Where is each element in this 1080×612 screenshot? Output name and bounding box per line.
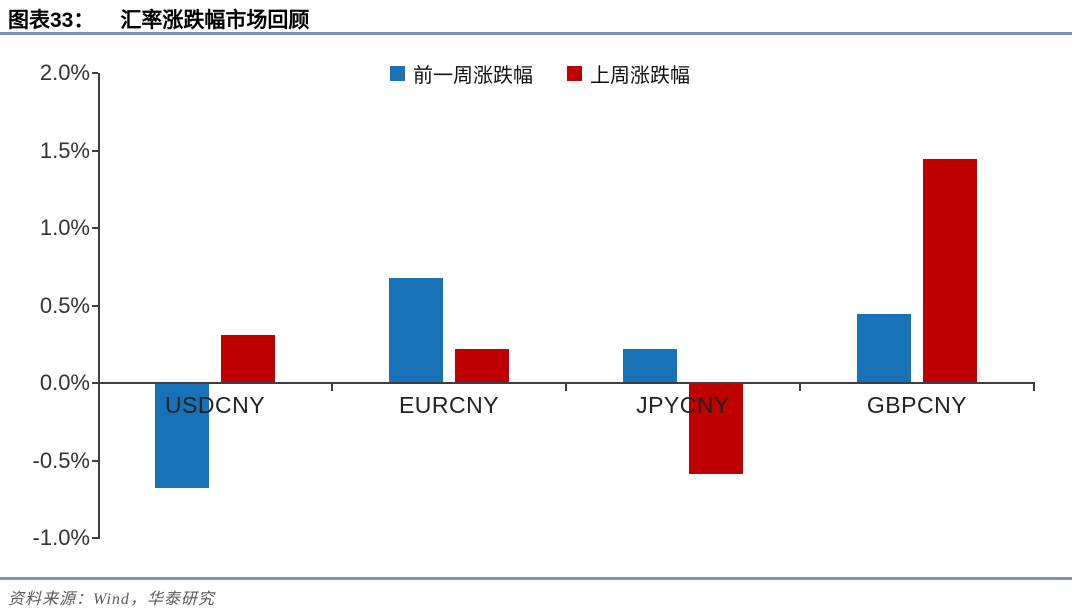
legend-label: 上周涨跌幅 — [590, 65, 690, 87]
bar-eurcny-prev_week — [389, 278, 443, 382]
category-label-jpycny: JPYCNY — [636, 392, 730, 418]
y-axis-tick-mark — [92, 382, 98, 384]
chart-title: 汇率涨跌幅市场回顾 — [120, 9, 310, 32]
y-axis-tick-label: -0.5% — [32, 447, 90, 473]
bar-jpycny-prev_week — [623, 349, 677, 382]
category-label-usdcny: USDCNY — [164, 392, 266, 418]
y-axis-tick-label: 0.0% — [39, 370, 90, 395]
y-axis-tick-label: 1.5% — [39, 137, 90, 163]
category-label-eurcny: EURCNY — [398, 392, 500, 418]
y-axis-line — [98, 73, 100, 539]
y-axis-tick-mark — [92, 459, 98, 462]
figure-label: 图表33： — [8, 9, 95, 32]
chart-legend: 前一周涨跌幅 上周涨跌幅 — [0, 59, 1080, 88]
y-axis-tick-label: -1.0% — [32, 525, 90, 550]
x-axis-zero-line — [98, 382, 1035, 384]
legend-swatch-icon — [390, 66, 405, 81]
bar-gbpcny-last_week — [923, 159, 977, 382]
bar-jpycny-last_week — [689, 384, 743, 474]
legend-item-prev_week: 前一周涨跌幅 — [390, 59, 533, 88]
bar-gbpcny-prev_week — [857, 314, 911, 382]
x-axis-tick-mark — [565, 384, 567, 391]
y-axis-tick-mark — [92, 304, 98, 307]
bar-usdcny-prev_week — [155, 384, 209, 488]
y-axis-tick-mark — [92, 227, 98, 229]
bar-usdcny-last_week — [221, 335, 275, 382]
y-axis-tick-label: 2.0% — [39, 60, 90, 85]
footer-divider-line — [0, 577, 1072, 580]
header-divider-line — [0, 32, 1072, 35]
bar-eurcny-last_week — [455, 349, 509, 382]
y-axis-tick-mark — [92, 72, 98, 74]
legend-item-last_week: 上周涨跌幅 — [567, 59, 690, 88]
y-axis-tick-mark — [92, 149, 98, 152]
y-axis-tick-mark — [92, 537, 98, 539]
legend-swatch-icon — [567, 66, 582, 81]
x-axis-tick-mark — [331, 384, 333, 391]
category-label-gbpcny: GBPCNY — [866, 392, 968, 418]
legend-label: 前一周涨跌幅 — [413, 65, 533, 87]
y-axis-tick-label: 1.0% — [39, 215, 90, 240]
chart-header: 图表33： 汇率涨跌幅市场回顾 — [8, 4, 309, 34]
x-axis-tick-mark — [1033, 384, 1035, 391]
data-source-note: 资料来源：Wind，华泰研究 — [8, 591, 215, 608]
y-axis-tick-label: 0.5% — [39, 292, 90, 318]
x-axis-tick-mark — [799, 384, 801, 391]
